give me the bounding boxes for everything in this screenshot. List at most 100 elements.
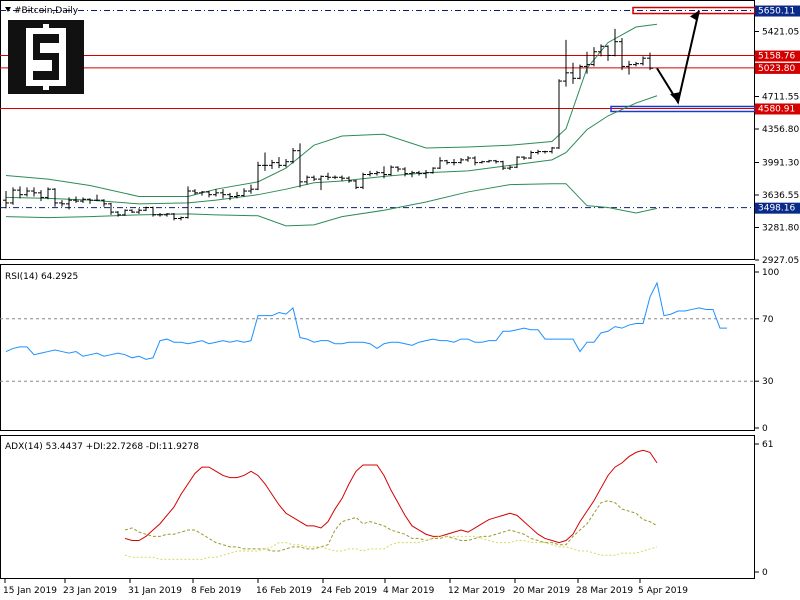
dollar-logo-icon: [8, 20, 84, 94]
candle: [535, 149, 541, 155]
candle: [409, 170, 415, 178]
candle: [24, 187, 30, 197]
candle: [283, 158, 289, 168]
adx-indicator: 61 0: [124, 440, 773, 578]
price-tick-label: 3636.55: [762, 191, 799, 201]
price-tick-label: 3281.80: [762, 223, 799, 233]
price-label: 5650.11: [758, 7, 795, 17]
candle: [444, 159, 450, 165]
candle: [451, 158, 457, 166]
candle: [248, 184, 254, 194]
time-tick-label: 5 Apr 2019: [638, 586, 688, 596]
candle: [528, 150, 534, 159]
time-tick-label: 12 Mar 2019: [448, 586, 505, 596]
di-minus-line: [124, 535, 658, 560]
price-label-box: [755, 50, 800, 62]
candle: [612, 28, 618, 57]
candle: [80, 197, 86, 203]
candle: [437, 157, 443, 170]
candle: [192, 189, 198, 195]
time-tick-label: 8 Feb 2019: [191, 586, 242, 596]
candle: [129, 209, 135, 214]
candle: [367, 170, 373, 177]
candle: [633, 61, 639, 67]
candle: [115, 211, 121, 217]
candle: [493, 159, 499, 164]
candle: [290, 147, 296, 164]
symbol-header: #Bitcoin,Daily: [5, 6, 79, 16]
time-tick-label: 24 Feb 2019: [321, 586, 377, 596]
candle: [486, 159, 492, 163]
candle: [591, 47, 597, 67]
candle: [143, 206, 149, 212]
candle: [157, 213, 163, 217]
candle: [514, 156, 520, 169]
candle: [500, 160, 506, 170]
candle: [388, 165, 394, 176]
candle: [136, 208, 142, 214]
price-tick-label: 5421.05: [762, 28, 799, 38]
time-tick-label: 31 Jan 2019: [128, 586, 182, 596]
candle: [381, 166, 387, 179]
candle: [108, 202, 114, 215]
price-label: 5023.80: [758, 64, 795, 74]
candle: [556, 79, 562, 149]
time-tick-label: 16 Feb 2019: [256, 586, 312, 596]
candle: [213, 189, 219, 197]
candle: [346, 176, 352, 183]
candle: [59, 200, 65, 207]
candle: [479, 160, 485, 164]
time-tick-label: 20 Mar 2019: [513, 586, 570, 596]
price-label: 4580.91: [758, 104, 795, 114]
adx-line: [124, 449, 658, 544]
candle: [73, 196, 79, 203]
candle: [31, 187, 37, 197]
candle: [395, 166, 401, 172]
candle: [325, 172, 331, 181]
bollinger-lower-line: [5, 183, 658, 227]
candle: [402, 167, 408, 177]
symbol-title: #Bitcoin,Daily: [14, 6, 79, 16]
candle: [374, 170, 380, 176]
candle: [416, 170, 422, 176]
time-tick-label: 28 Mar 2019: [576, 586, 633, 596]
candle: [339, 175, 345, 181]
candle: [640, 56, 646, 66]
time-tick-label: 4 Mar 2019: [383, 586, 435, 596]
candle: [38, 190, 44, 202]
arrow-head-icon: [670, 92, 680, 103]
candle: [276, 157, 282, 169]
price-label-box: [755, 103, 800, 115]
triangle-down-icon[interactable]: [5, 7, 11, 12]
candle: [45, 187, 51, 200]
candle: [605, 45, 611, 61]
candle: [171, 213, 177, 221]
price-tick-label: 3991.30: [762, 158, 799, 168]
price-label: 3498.16: [758, 204, 795, 214]
price-tick-label: 2927.05: [762, 256, 799, 266]
time-axis: 15 Jan 2019 23 Jan 2019 31 Jan 2019 8 Feb 2…: [3, 579, 688, 596]
price-label-box: [755, 202, 800, 214]
rsi-line: [5, 281, 727, 360]
time-tick-label: 23 Jan 2019: [63, 586, 117, 596]
horizontal-levels: [0, 6, 756, 209]
bollinger-upper-line: [5, 23, 658, 198]
candle: [619, 38, 625, 71]
candle: [570, 62, 576, 84]
candle: [563, 39, 569, 87]
candle: [101, 199, 107, 207]
candle: [472, 156, 478, 166]
candles: [3, 28, 653, 221]
candle: [549, 147, 555, 154]
candle: [3, 191, 9, 209]
arrow-head-icon: [690, 10, 699, 21]
price-label: 5158.76: [758, 52, 795, 62]
candle: [269, 159, 275, 170]
candle: [220, 189, 226, 199]
rsi-tick-label: 70: [762, 315, 774, 325]
candle: [647, 52, 653, 71]
candle: [577, 64, 583, 80]
candle: [241, 188, 247, 197]
